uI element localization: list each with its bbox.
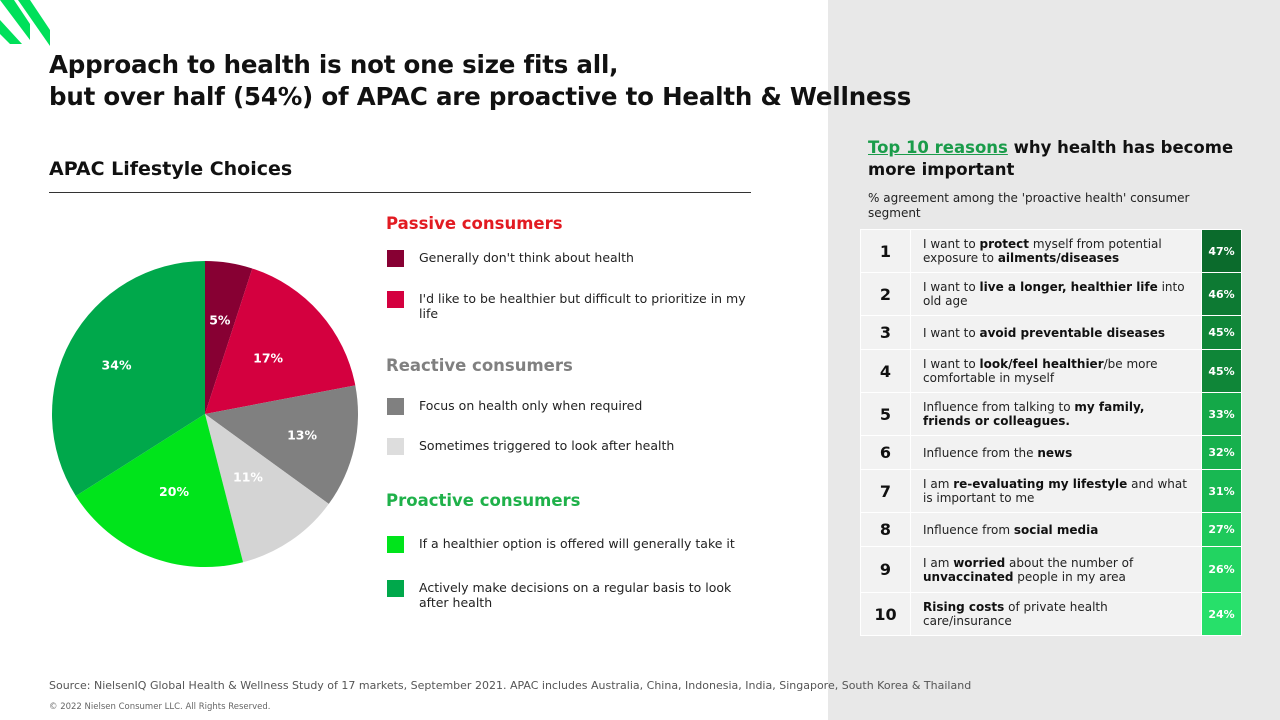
reason-text: Influence from the news — [910, 435, 1202, 470]
pie-slice — [205, 268, 356, 414]
reason-rank: 7 — [860, 469, 911, 513]
legend-label: Actively make decisions on a regular bas… — [419, 580, 732, 610]
reason-percentage: 33% — [1201, 392, 1242, 436]
reason-rank: 6 — [860, 435, 911, 470]
reason-rank: 4 — [860, 349, 911, 393]
reason-text: I want to protect myself from potential … — [910, 229, 1202, 273]
reason-row: 5 Influence from talking to my family, fr… — [860, 392, 1242, 436]
section-title: APAC Lifestyle Choices — [49, 158, 293, 180]
top-reasons-title: Top 10 reasons why health has become mor… — [868, 137, 1248, 181]
pie-slice-label: 5% — [209, 312, 231, 327]
legend-swatch-crimson — [387, 291, 404, 308]
legend-swatch-dark-red — [387, 250, 404, 267]
reason-text: Influence from talking to my family, fri… — [910, 392, 1202, 436]
reason-rank: 2 — [860, 272, 911, 316]
reason-rank: 3 — [860, 315, 911, 350]
legend-label: Generally don't think about health — [419, 250, 634, 265]
legend-swatch-light-gray — [387, 438, 404, 455]
reason-text: Influence from social media — [910, 512, 1202, 547]
section-divider — [49, 192, 751, 193]
reason-row: 10 Rising costs of private health care/in… — [860, 592, 1242, 636]
reason-text: I want to live a longer, healthier life … — [910, 272, 1202, 316]
reason-rank: 5 — [860, 392, 911, 436]
top-reasons-title-rest: why health has become more important — [868, 138, 1234, 179]
legend-label: Focus on health only when required — [419, 398, 643, 413]
legend-swatch-bright-green — [387, 536, 404, 553]
lifestyle-pie-chart: 5% 17% 13% 11% 20% 34% — [52, 261, 358, 567]
source-note: Source: NielsenIQ Global Health & Wellne… — [49, 679, 972, 692]
reason-text: I want to look/feel healthier/be more co… — [910, 349, 1202, 393]
legend-title-proactive: Proactive consumers — [386, 491, 581, 510]
legend-label: If a healthier option is offered will ge… — [419, 536, 735, 551]
reason-percentage: 45% — [1201, 349, 1242, 393]
reason-percentage: 26% — [1201, 546, 1242, 593]
reason-row: 6 Influence from the news 32% — [860, 435, 1242, 470]
reason-percentage: 47% — [1201, 229, 1242, 273]
reason-rank: 1 — [860, 229, 911, 273]
pie-slice-label: 17% — [253, 350, 283, 365]
legend-title-reactive: Reactive consumers — [386, 356, 573, 375]
pie-slice-label: 34% — [102, 357, 132, 372]
reason-text: Rising costs of private health care/insu… — [910, 592, 1202, 636]
reason-rank: 9 — [860, 546, 911, 593]
pie-slice-label: 20% — [159, 484, 189, 499]
legend-title-passive: Passive consumers — [386, 214, 563, 233]
reason-text: I am worried about the number of unvacci… — [910, 546, 1202, 593]
reason-percentage: 24% — [1201, 592, 1242, 636]
page-headline: Approach to health is not one size fits … — [49, 49, 949, 113]
reason-percentage: 31% — [1201, 469, 1242, 513]
top-reasons-subtitle: % agreement among the 'proactive health'… — [868, 191, 1190, 220]
reason-row: 8 Influence from social media 27% — [860, 512, 1242, 547]
reason-rank: 10 — [860, 592, 911, 636]
pie-slice — [52, 261, 206, 496]
pie-slice — [205, 414, 329, 563]
pie-slice-label: 11% — [233, 469, 263, 484]
headline-line-1: Approach to health is not one size fits … — [49, 50, 619, 79]
reason-percentage: 46% — [1201, 272, 1242, 316]
reason-rank: 8 — [860, 512, 911, 547]
legend-swatch-dark-gray — [387, 398, 404, 415]
pie-slice — [205, 261, 253, 414]
reason-text: I am re-evaluating my lifestyle and what… — [910, 469, 1202, 513]
legend-label: Sometimes triggered to look after health — [419, 438, 675, 453]
legend-label: I'd like to be healthier but difficult t… — [419, 291, 746, 321]
reason-percentage: 45% — [1201, 315, 1242, 350]
top-reasons-highlight: Top 10 reasons — [868, 138, 1008, 157]
reason-text: I want to avoid preventable diseases — [910, 315, 1202, 350]
pie-slice — [75, 414, 244, 567]
copyright-note: © 2022 Nielsen Consumer LLC. All Rights … — [49, 702, 271, 712]
reason-percentage: 32% — [1201, 435, 1242, 470]
reason-percentage: 27% — [1201, 512, 1242, 547]
pie-slice-label: 13% — [287, 428, 317, 443]
headline-line-2: but over half (54%) of APAC are proactiv… — [49, 82, 912, 111]
brand-logo-icon — [0, 0, 50, 46]
legend-swatch-green — [387, 580, 404, 597]
pie-slice — [205, 385, 358, 504]
